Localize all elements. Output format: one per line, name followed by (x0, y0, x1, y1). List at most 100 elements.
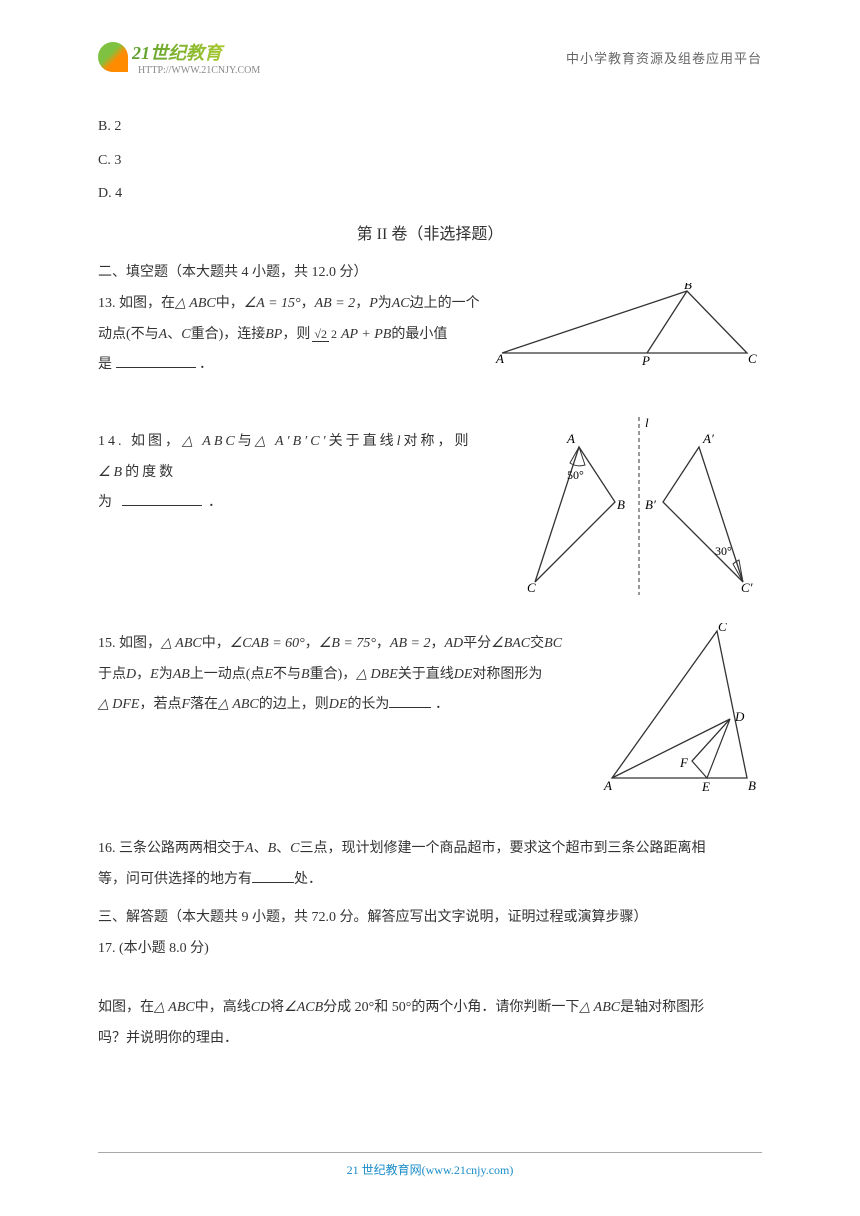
q17-t9: △ ABC (579, 1000, 620, 1015)
q16-t2: A (245, 841, 254, 856)
q13-t10: AC (392, 296, 410, 311)
q15-t24: B (301, 667, 310, 682)
q13-t22: ． (199, 357, 213, 372)
q15-t31: ，若点 (139, 697, 181, 712)
q15-t22: E (264, 667, 273, 682)
q13-t2: △ ABC (175, 296, 216, 311)
q14-t3: 与 (238, 434, 255, 449)
q13-t3: 中， (216, 296, 244, 311)
q13-t13: A (159, 327, 168, 342)
q15-t1: 15. 如图， (98, 636, 161, 651)
q14-t2: △ ABC (182, 434, 238, 449)
q15-t17: ， (136, 667, 150, 682)
figure-q14: l A B C 50° A′ B′ C′ 30° (517, 417, 762, 595)
q16-blank (252, 869, 294, 883)
q15-t7: ， (376, 636, 390, 651)
svg-text:C: C (527, 580, 536, 595)
q13-t17: BP (265, 327, 282, 342)
q15-t23: 不与 (273, 667, 301, 682)
q15-t26: △ DBE (356, 667, 397, 682)
q15-t27: 关于直线 (398, 667, 454, 682)
page-header: 21世纪教育 HTTP://WWW.21CNJY.COM 中小学教育资源及组卷应… (98, 40, 762, 74)
svg-text:B: B (617, 497, 625, 512)
option-d: D. 4 (98, 177, 762, 211)
content-area: B. 2 C. 3 D. 4 第 II 卷（非选择题） 二、填空题（本大题共 4… (98, 110, 762, 1063)
q13-t1: 13. 如图，在 (98, 296, 175, 311)
q15-t19: 为 (159, 667, 173, 682)
q15-t8: AB = 2 (390, 636, 431, 651)
footer-text: 21 世纪教育网(www.21cnjy.com) (347, 1163, 514, 1177)
q15-t25: 重合)， (310, 667, 357, 682)
question-15: 15. 如图，△ ABC中，∠CAB = 60°，∠B = 75°，AB = 2… (98, 629, 762, 804)
q17-t11: 吗？并说明你的理由． (98, 1031, 238, 1046)
q15-t30: △ DFE (98, 697, 139, 712)
figure-q15: A B C D E F (602, 623, 762, 793)
logo-text-en: HTTP://WWW.21CNJY.COM (138, 65, 260, 76)
q13-t14: 、 (167, 327, 181, 342)
q14-t9: 的度数 (125, 465, 176, 480)
svg-text:l: l (645, 417, 649, 430)
logo-text-cn: 21世纪教育 (132, 39, 260, 65)
q15-t21: 上一动点(点 (190, 667, 265, 682)
q15-t13: 交 (530, 636, 544, 651)
q15-blank (389, 694, 431, 708)
svg-text:E: E (701, 779, 710, 793)
q15-t12: ∠BAC (491, 636, 530, 651)
q15-t9: ， (430, 636, 444, 651)
logo-icon (98, 42, 128, 72)
question-17: 17. (本小题 8.0 分) 如图，在△ ABC中，高线CD将∠ACB分成 2… (98, 934, 762, 1054)
svg-text:C: C (718, 623, 727, 634)
svg-text:30°: 30° (715, 544, 732, 558)
question-14: 14. 如图，△ ABC与△ A′B′C′关于直线l对称，则∠B的度数 为 ． … (98, 427, 762, 609)
q13-t16: 重合)，连接 (191, 327, 266, 342)
q17-t1: 17. (本小题 8.0 分) (98, 934, 762, 965)
q17-t2: 如图，在 (98, 1000, 154, 1015)
q15-t4: ∠CAB = 60° (230, 636, 305, 651)
svg-text:A: A (495, 351, 504, 366)
q15-t5: ， (305, 636, 319, 651)
q15-t38: ． (435, 697, 449, 712)
q13-t5: ， (301, 296, 315, 311)
q15-t34: △ ABC (218, 697, 259, 712)
svg-text:A: A (566, 431, 575, 446)
q15-t6: ∠B = 75° (319, 636, 376, 651)
q13-blank (116, 354, 196, 368)
svg-text:B′: B′ (645, 497, 656, 512)
svg-text:C′: C′ (741, 580, 753, 595)
q13-t19: AP + PB (341, 327, 391, 342)
q14-t8: ∠B (98, 465, 125, 480)
svg-text:C: C (748, 351, 757, 366)
q15-t32: F (181, 697, 190, 712)
q16-t1: 16. 三条公路两两相交于 (98, 841, 245, 856)
q16-t4: B (268, 841, 277, 856)
q13-t6: AB = 2 (315, 296, 356, 311)
q16-t3: 、 (254, 841, 268, 856)
q13-t12: 动点(不与 (98, 327, 159, 342)
q15-t37: 的长为 (347, 697, 389, 712)
q14-t11: ． (208, 495, 225, 510)
q15-t16: D (126, 667, 136, 682)
q13-t7: ， (355, 296, 369, 311)
option-b: B. 2 (98, 110, 762, 144)
q13-t11: 边上的一个 (410, 296, 480, 311)
q17-t4: 中，高线 (195, 1000, 251, 1015)
logo: 21世纪教育 HTTP://WWW.21CNJY.COM (98, 39, 260, 76)
option-c: C. 3 (98, 144, 762, 178)
question-16: 16. 三条公路两两相交于A、B、C三点，现计划修建一个商品超市，要求这个超市到… (98, 834, 762, 896)
page-footer: 21 世纪教育网(www.21cnjy.com) (98, 1152, 762, 1178)
q13-t18: ，则 (282, 327, 310, 342)
q17-t8: 分成 20°和 50°的两个小角．请你判断一下 (323, 1000, 579, 1015)
q14-t7: 对称，则 (404, 434, 472, 449)
q13-t20: 的最小值 (391, 327, 447, 342)
q17-t3: △ ABC (154, 1000, 195, 1015)
q13-t4: ∠A = 15° (244, 296, 301, 311)
q15-t20: AB (173, 667, 190, 682)
q16-t7: 三点，现计划修建一个商品超市，要求这个超市到三条公路距离相 (299, 841, 705, 856)
q15-t35: 的边上，则 (259, 697, 329, 712)
svg-text:B: B (684, 283, 692, 292)
q15-t3: 中， (202, 636, 230, 651)
q17-t5: CD (251, 1000, 270, 1015)
svg-text:50°: 50° (567, 468, 584, 482)
q15-t18: E (150, 667, 159, 682)
svg-text:F: F (679, 755, 689, 770)
